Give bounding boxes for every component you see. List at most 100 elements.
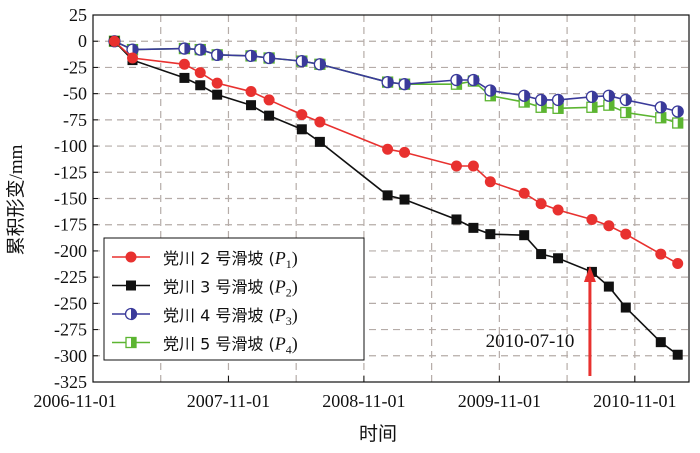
circle-marker	[127, 52, 139, 64]
square-marker	[672, 349, 683, 360]
series-group	[108, 35, 684, 360]
half-square-fill	[677, 118, 683, 129]
y-tick-label: 25	[69, 5, 87, 25]
circle-marker	[211, 77, 223, 89]
square-marker	[126, 280, 136, 291]
legend-box	[103, 237, 365, 361]
y-tick-label: -175	[54, 215, 87, 235]
half-circle-fill	[301, 55, 308, 67]
square-marker	[519, 230, 530, 241]
y-tick-label: -300	[54, 346, 87, 366]
legend-item: 党川 5 号滑坡 (P4)	[112, 334, 298, 357]
circle-marker	[467, 160, 479, 172]
y-tick-label: -200	[54, 241, 87, 261]
square-marker	[382, 190, 393, 201]
half-circle-fill	[132, 44, 139, 56]
square-marker	[212, 89, 223, 100]
circle-marker	[296, 109, 308, 121]
circle-marker	[655, 248, 667, 260]
circle-marker	[178, 58, 190, 70]
square-marker	[655, 337, 666, 348]
y-tick-label: -150	[54, 189, 87, 209]
half-circle-fill	[677, 105, 684, 117]
legend-label: 党川 3 号滑坡 (P2)	[163, 277, 298, 300]
circle-marker	[263, 94, 275, 106]
y-tick-label: -25	[63, 57, 87, 77]
square-marker	[296, 124, 307, 135]
half-circle-fill	[558, 94, 564, 106]
y-tick-label: -100	[54, 136, 87, 156]
circle-marker	[382, 143, 394, 155]
x-tick-label: 2006-11-01	[33, 391, 116, 411]
x-tick-label: 2007-11-01	[187, 391, 270, 411]
square-marker	[246, 100, 257, 111]
square-marker	[179, 72, 190, 83]
annotation-arrowhead	[583, 266, 596, 282]
circle-marker	[245, 86, 257, 98]
half-square-fill	[625, 107, 631, 118]
square-marker	[399, 194, 410, 205]
circle-marker	[672, 258, 684, 270]
y-tick-label: -275	[54, 320, 87, 340]
circle-marker	[484, 176, 496, 188]
x-axis-ticks: 2006-11-01 2007-11-01 2008-11-01 2009-11-01…	[33, 376, 676, 411]
x-tick-label: 2010-11-01	[593, 391, 676, 411]
y-tick-label: -125	[54, 162, 87, 182]
square-marker	[553, 253, 564, 264]
square-marker	[536, 249, 547, 260]
half-circle-fill	[625, 94, 632, 106]
half-square-fill	[558, 103, 564, 114]
half-circle-fill	[456, 74, 462, 86]
y-tick-label: 0	[78, 31, 87, 51]
half-square-fill	[591, 102, 597, 113]
half-circle-fill	[387, 76, 394, 88]
series-line	[113, 40, 679, 356]
x-tick-label: 2009-11-01	[458, 391, 541, 411]
legend-label: 党川 4 号滑坡 (P3)	[163, 305, 298, 328]
y-axis-label: 累积形变/mm	[5, 144, 27, 255]
half-circle-fill	[217, 49, 223, 61]
half-circle-fill	[490, 84, 496, 96]
square-marker	[468, 222, 479, 233]
circle-marker	[620, 228, 632, 240]
y-tick-label: -325	[54, 372, 87, 392]
annotation: 2010-07-10	[486, 266, 596, 376]
annotation-label: 2010-07-10	[486, 331, 575, 352]
y-tick-label: -50	[63, 84, 87, 104]
half-circle-fill	[251, 50, 257, 62]
square-marker	[314, 136, 325, 147]
plot-frame	[92, 14, 690, 383]
square-marker	[603, 281, 614, 292]
half-circle-fill	[524, 90, 530, 102]
square-marker	[620, 302, 631, 313]
square-marker	[264, 110, 275, 121]
circle-marker	[314, 116, 326, 128]
half-square-fill	[608, 100, 614, 111]
legend-label: 党川 5 号滑坡 (P4)	[163, 334, 298, 357]
square-marker	[195, 80, 206, 91]
legend-item: 党川 4 号滑坡 (P3)	[112, 305, 298, 328]
y-axis-ticks: 25 0 -25 -50 -75 -100 -125 -150 -175 -200 -225 -250…	[54, 5, 98, 392]
series-line	[113, 40, 679, 265]
circle-marker	[518, 187, 530, 199]
x-tick-label: 2008-11-01	[322, 391, 405, 411]
half-square-fill	[541, 102, 547, 113]
square-marker	[485, 229, 496, 240]
half-circle-fill	[541, 94, 547, 106]
series-line	[114, 40, 678, 113]
circle-marker	[108, 35, 120, 47]
circle-marker	[194, 67, 206, 79]
half-circle-fill	[200, 44, 206, 56]
half-square-fill	[131, 337, 136, 348]
legend-item: 党川 3 号滑坡 (P2)	[112, 277, 298, 300]
half-square-fill	[660, 112, 666, 123]
half-circle-fill	[404, 78, 411, 90]
y-tick-label: -225	[54, 267, 87, 287]
legend-item: 党川 2 号滑坡 (P1)	[112, 248, 298, 271]
legend-label: 党川 2 号滑坡 (P1)	[163, 248, 298, 271]
circle-marker	[450, 160, 462, 172]
square-marker	[451, 214, 462, 225]
half-circle-fill	[660, 101, 667, 113]
y-tick-label: -75	[63, 110, 87, 130]
